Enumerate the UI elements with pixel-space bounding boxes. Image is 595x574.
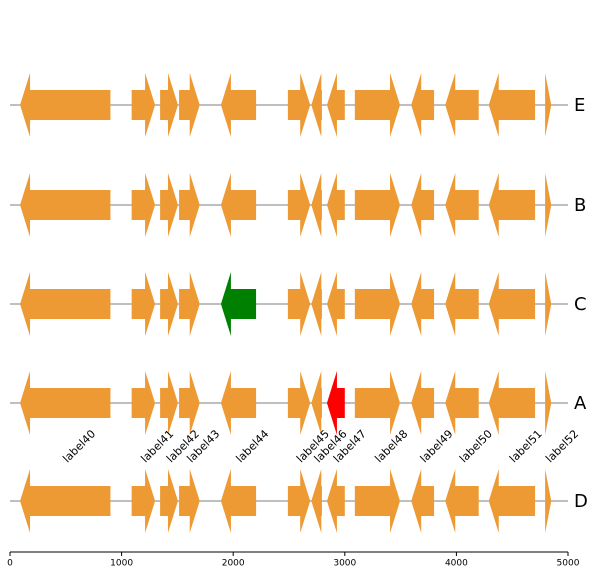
gene — [287, 73, 311, 137]
gene — [326, 173, 345, 237]
gene — [488, 272, 536, 336]
gene — [131, 173, 156, 237]
gene-label: label48 — [372, 427, 410, 465]
gene — [179, 469, 200, 533]
gene — [160, 371, 178, 435]
gene — [20, 173, 111, 237]
gene — [20, 469, 111, 533]
x-tick-label: 0 — [7, 559, 13, 569]
gene-label: label40 — [60, 427, 98, 465]
gene — [131, 73, 156, 137]
x-tick-label: 3000 — [333, 559, 356, 569]
gene — [220, 469, 257, 533]
gene — [179, 73, 200, 137]
gene-label: label51 — [507, 427, 545, 465]
track-label: E — [574, 95, 585, 116]
gene — [287, 272, 311, 336]
gene — [160, 173, 178, 237]
gene — [445, 272, 479, 336]
gene-label: label44 — [234, 427, 272, 465]
gene — [220, 371, 257, 435]
gene — [179, 272, 200, 336]
x-tick-label: 4000 — [445, 559, 468, 569]
gene — [311, 272, 322, 336]
gene — [326, 469, 345, 533]
gene — [354, 371, 401, 435]
gene — [411, 272, 435, 336]
gene — [20, 272, 111, 336]
gene — [160, 73, 178, 137]
gene-label: label50 — [457, 427, 495, 465]
gene — [311, 73, 322, 137]
gene — [287, 469, 311, 533]
gene — [220, 272, 257, 336]
gene — [326, 73, 345, 137]
gene — [411, 371, 435, 435]
gene — [354, 469, 401, 533]
gene — [20, 73, 111, 137]
track-label: A — [574, 393, 587, 414]
gene — [545, 272, 552, 336]
track-label: D — [574, 491, 588, 512]
gene — [445, 469, 479, 533]
gene — [354, 73, 401, 137]
track-label: B — [574, 195, 586, 216]
gene — [131, 272, 156, 336]
gene — [179, 371, 200, 435]
gene-label: label49 — [418, 427, 456, 465]
gene — [220, 73, 257, 137]
gene — [179, 173, 200, 237]
gene — [445, 173, 479, 237]
gene — [488, 469, 536, 533]
gene — [445, 73, 479, 137]
gene — [311, 173, 322, 237]
gene — [445, 371, 479, 435]
gene — [287, 371, 311, 435]
gene — [311, 469, 322, 533]
gene — [545, 371, 552, 435]
gene — [545, 73, 552, 137]
gene — [411, 73, 435, 137]
gene — [160, 469, 178, 533]
gene — [326, 371, 345, 435]
gene — [131, 371, 156, 435]
gene — [488, 173, 536, 237]
x-tick-label: 2000 — [222, 559, 245, 569]
gene — [354, 173, 401, 237]
gene — [488, 73, 536, 137]
gene — [160, 272, 178, 336]
gene — [220, 173, 257, 237]
gene — [20, 371, 111, 435]
x-tick-label: 1000 — [110, 559, 133, 569]
x-tick-label: 5000 — [557, 559, 580, 569]
gene — [326, 272, 345, 336]
gene-label: label52 — [543, 427, 581, 465]
gene — [287, 173, 311, 237]
gene — [488, 371, 536, 435]
track-label: C — [574, 294, 587, 315]
gene — [545, 469, 552, 533]
gene — [131, 469, 156, 533]
gene — [354, 272, 401, 336]
gene — [411, 469, 435, 533]
gene — [411, 173, 435, 237]
gene — [545, 173, 552, 237]
gene — [311, 371, 322, 435]
